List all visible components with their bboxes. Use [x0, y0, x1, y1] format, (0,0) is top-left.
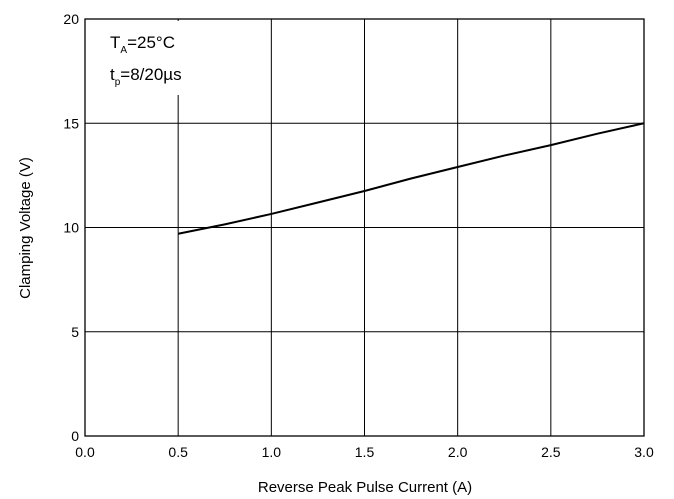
x-tick-label: 2.5	[541, 444, 561, 460]
y-axis-label: Clamping Voltage (V)	[17, 157, 34, 299]
x-tick-label: 0.0	[75, 444, 95, 460]
x-tick-label: 1.5	[355, 444, 375, 460]
y-tick-label: 5	[71, 324, 79, 340]
condition-annotation: TA=25°C	[110, 33, 175, 56]
annotation-main: T	[110, 33, 120, 52]
annotation-value: =25°C	[127, 33, 175, 52]
annotation-value: =8/20µs	[120, 65, 181, 84]
x-tick-label: 1.0	[262, 444, 282, 460]
condition-annotation: tp=8/20µs	[110, 65, 182, 88]
y-tick-label: 10	[63, 220, 79, 236]
y-tick-label: 0	[71, 428, 79, 444]
y-tick-labels: 0 5 10 15 20	[63, 11, 79, 444]
x-tick-label: 2.0	[448, 444, 468, 460]
series-line	[177, 122, 645, 235]
annotation-main: t	[110, 65, 115, 84]
x-tick-labels: 0.0 0.5 1.0 1.5 2.0 2.5 3.0	[75, 444, 654, 460]
annotations: TA=25°C tp=8/20µs	[87, 21, 205, 95]
x-tick-label: 3.0	[634, 444, 654, 460]
annotation-subscript: p	[115, 77, 121, 88]
x-tick-label: 0.5	[168, 444, 188, 460]
y-tick-label: 15	[63, 115, 79, 131]
grid	[84, 18, 645, 437]
y-tick-label: 20	[63, 11, 79, 27]
annotation-subscript: A	[120, 45, 127, 56]
series-group	[177, 122, 645, 235]
annotation-background	[87, 21, 205, 95]
x-axis-label: Reverse Peak Pulse Current (A)	[258, 479, 472, 496]
